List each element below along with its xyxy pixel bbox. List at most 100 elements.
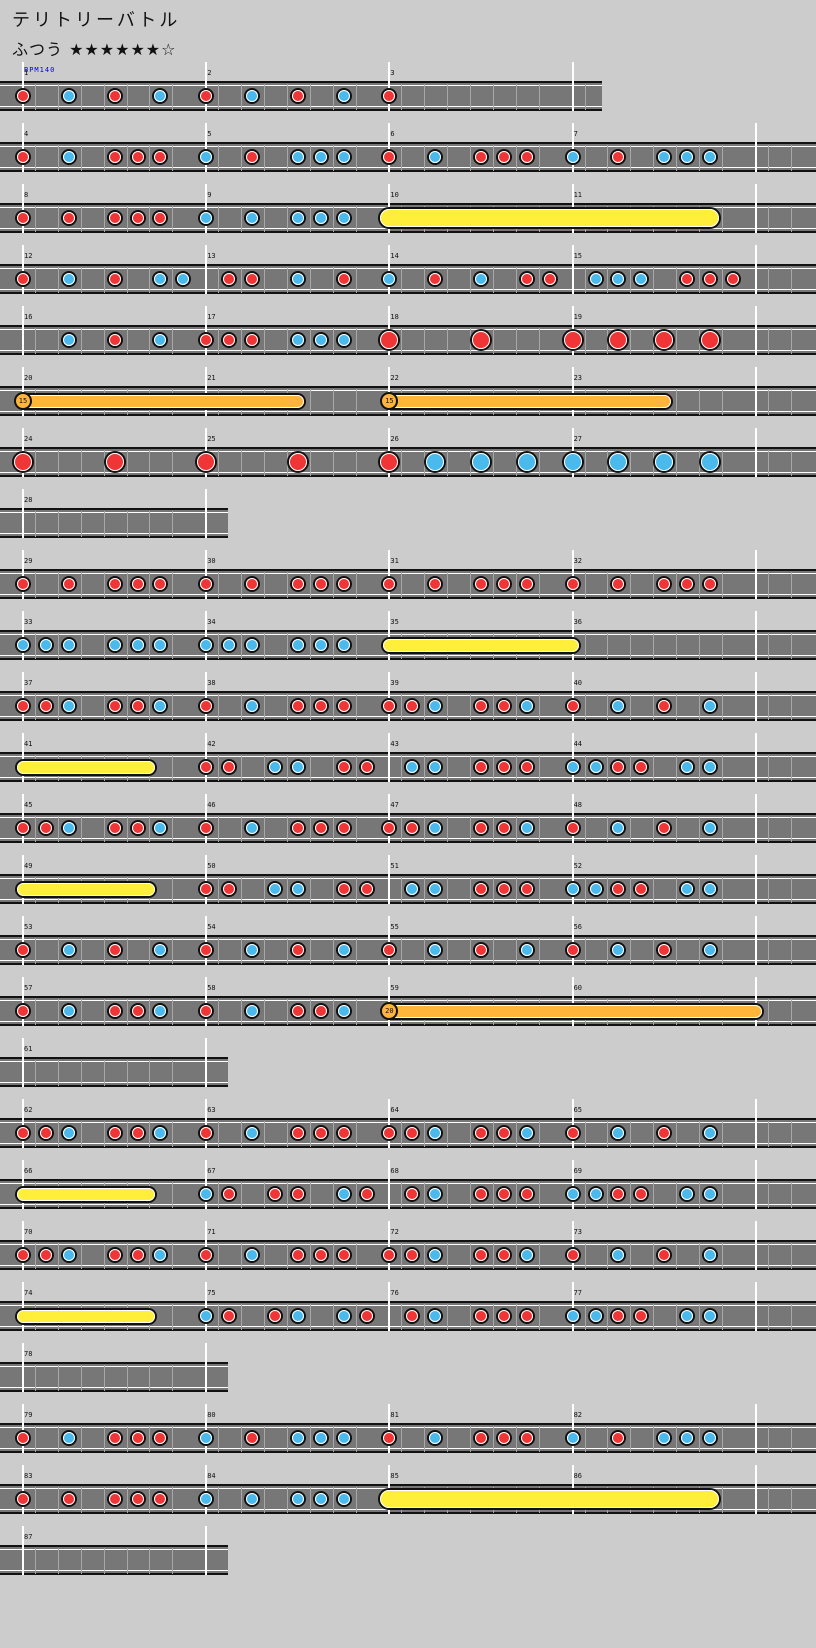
beat-line: [286, 633, 288, 659]
beat-line: [103, 1121, 105, 1147]
ka-note: [427, 820, 444, 836]
don-note: [106, 149, 123, 165]
don-note: [335, 271, 352, 287]
beat-line: [286, 877, 288, 903]
bar-line: [205, 977, 208, 1026]
don-note: [495, 149, 512, 165]
beat-line: [447, 1182, 449, 1208]
bar-line: [571, 245, 574, 294]
beat-line: [515, 755, 517, 781]
don-note: [289, 820, 306, 836]
measure-number: 72: [390, 1228, 399, 1236]
beat-line: [721, 145, 723, 171]
beat-line: [630, 1121, 632, 1147]
beat-line: [447, 450, 449, 476]
beat-line: [103, 1243, 105, 1269]
beat-line: [286, 694, 288, 720]
measure-number: 8: [24, 191, 29, 199]
beat-line: [790, 572, 792, 598]
don-note: [518, 759, 535, 775]
ka-note: [564, 149, 581, 165]
ka-note: [335, 1430, 352, 1446]
beat-line: [676, 450, 678, 476]
beat-line: [538, 1304, 540, 1330]
lane-inner: [0, 1183, 816, 1205]
don-note: [518, 1186, 535, 1202]
beat-line: [34, 267, 36, 293]
ka-note: [702, 942, 718, 958]
bar-line: [571, 1221, 574, 1270]
don-note: [152, 1491, 169, 1507]
don-note: [358, 759, 375, 775]
beat-line: [653, 877, 655, 903]
beat-line: [492, 1121, 494, 1147]
ka-note: [15, 637, 31, 653]
beat-line: [241, 755, 242, 781]
beat-line: [515, 1182, 517, 1208]
beat-line: [699, 755, 700, 781]
beat-line: [699, 389, 700, 415]
don-note: [610, 1430, 627, 1446]
don-note: [724, 271, 741, 287]
bar-line: [754, 245, 757, 294]
ka-note: [244, 942, 260, 958]
bar-line: [571, 1282, 574, 1331]
beat-line: [699, 816, 700, 842]
bar-line: [388, 855, 391, 904]
beat-line: [699, 572, 700, 598]
note-lane: [0, 508, 228, 538]
chart-row: 4 5 6 7: [0, 123, 816, 184]
measure-number: 53: [24, 923, 33, 931]
beat-line: [584, 1121, 586, 1147]
beat-line: [676, 1304, 678, 1330]
beat-line: [424, 84, 426, 110]
big-ka-note: [561, 451, 584, 473]
beat-line: [57, 694, 59, 720]
beat-line: [218, 1243, 220, 1269]
bar-line: [388, 1099, 391, 1148]
ka-note: [518, 1125, 535, 1141]
ka-note: [702, 1186, 718, 1202]
ka-note: [244, 210, 260, 226]
measure-number: 17: [207, 313, 216, 321]
measure-number: 84: [207, 1472, 216, 1480]
beat-line: [355, 755, 357, 781]
don-note: [656, 1125, 673, 1141]
bar-line: [205, 794, 208, 843]
beat-line: [676, 877, 678, 903]
beat-line: [515, 816, 517, 842]
beat-line: [767, 389, 769, 415]
beat-line: [447, 694, 449, 720]
beat-line: [401, 755, 403, 781]
beat-line: [401, 572, 403, 598]
balloon-roll: [380, 392, 673, 410]
beat-line: [721, 1121, 723, 1147]
beat-line: [103, 84, 105, 110]
beat-line: [767, 694, 769, 720]
don-note: [129, 1125, 146, 1141]
beat-line: [332, 450, 334, 476]
beat-line: [584, 1304, 586, 1330]
bar-line: [22, 62, 24, 111]
big-ka-note: [515, 451, 538, 473]
beat-line: [34, 1060, 36, 1086]
beat-line: [286, 572, 288, 598]
measure-number: 69: [573, 1167, 583, 1175]
ka-note: [381, 271, 398, 287]
beat-line: [538, 572, 540, 598]
beat-line: [218, 694, 220, 720]
chart-row: 79 80 81 82: [0, 1404, 816, 1465]
beat-line: [103, 633, 105, 659]
don-note: [129, 1003, 146, 1019]
don-note: [37, 1247, 54, 1263]
beat-line: [103, 816, 105, 842]
bar-line: [22, 855, 24, 904]
ka-note: [152, 332, 169, 348]
bar-line: [205, 1099, 208, 1148]
bar-line: [205, 306, 208, 355]
ka-note: [679, 1430, 696, 1446]
beat-line: [676, 389, 678, 415]
bar-line: [205, 123, 208, 172]
big-don-note: [378, 329, 401, 351]
beat-line: [767, 206, 769, 232]
